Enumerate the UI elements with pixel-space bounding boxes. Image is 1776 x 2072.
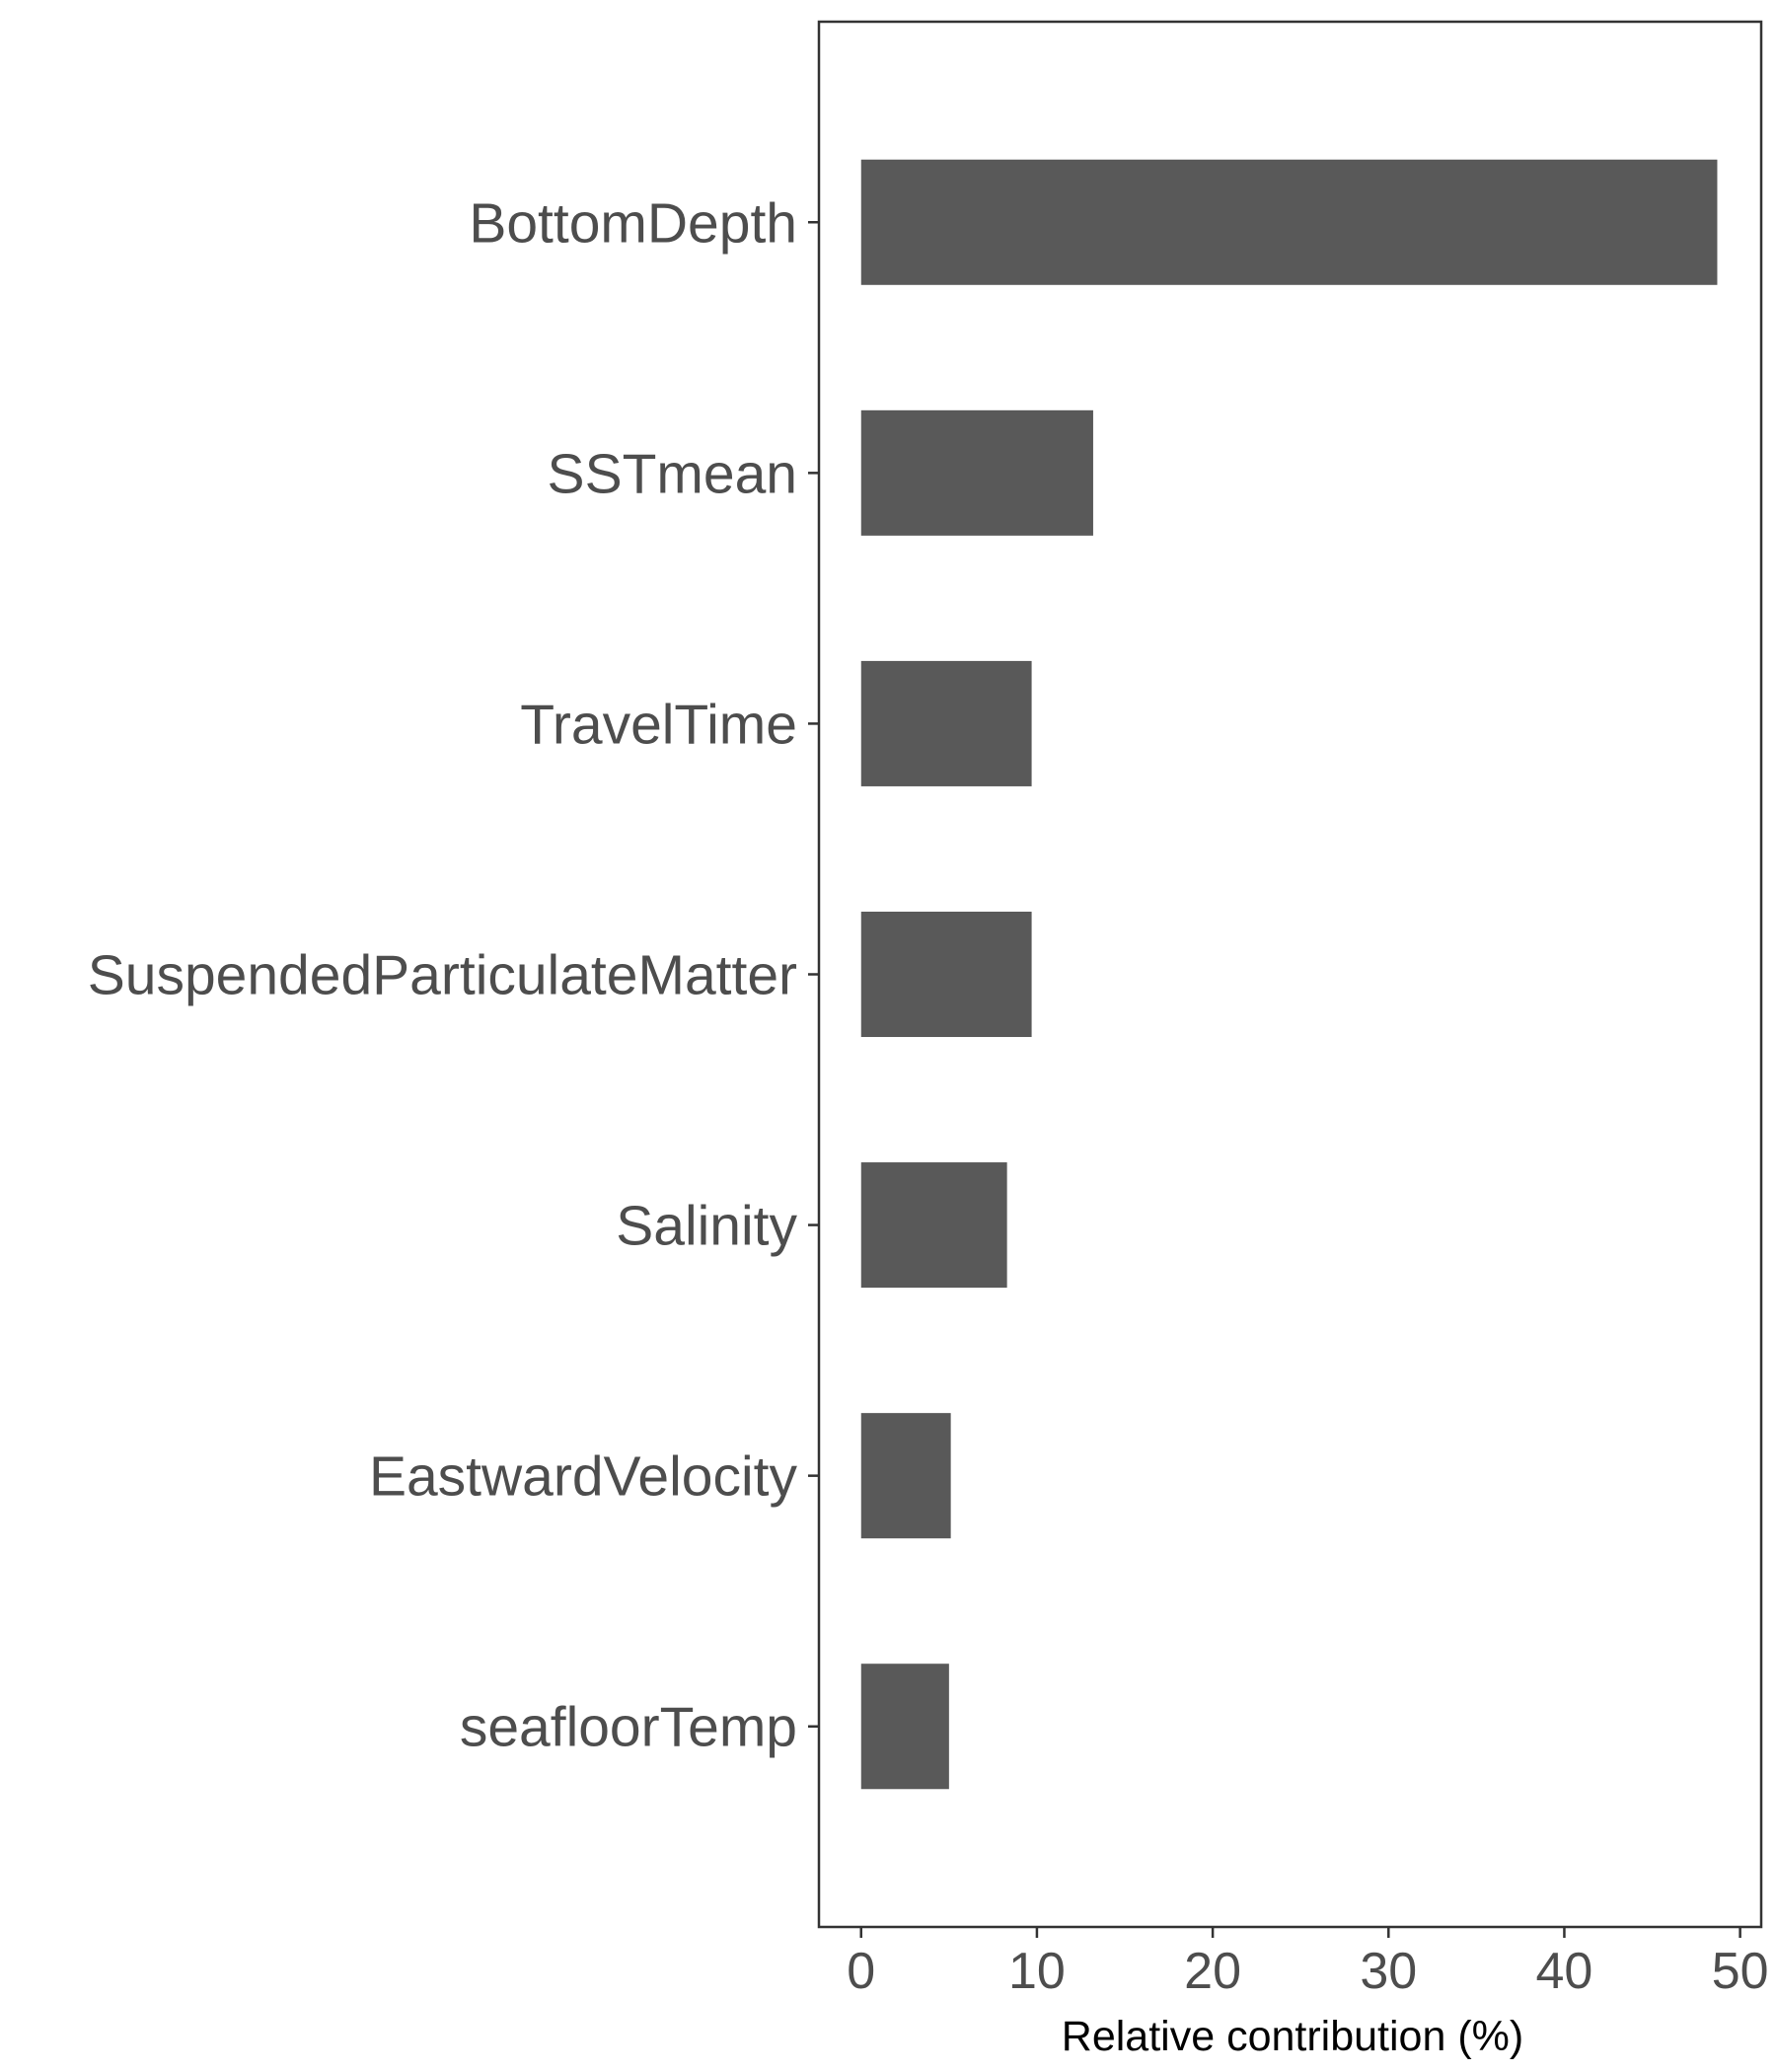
x-axis: 0 10 20 30 40 50: [847, 1927, 1769, 2000]
y-tick-label-traveltime: TravelTime: [520, 693, 797, 756]
bar-sstmean: [860, 409, 1093, 536]
x-tick-label-30: 30: [1360, 1943, 1417, 2000]
x-tick-label-20: 20: [1184, 1943, 1241, 2000]
x-tick-label-0: 0: [847, 1943, 875, 2000]
y-axis: BottomDepth SSTmean TravelTime SuspendedPar…: [88, 191, 819, 1759]
bar-salinity: [860, 1162, 1007, 1289]
y-tick-label-suspendedparticulatematter: SuspendedParticulateMatter: [88, 944, 797, 1007]
y-tick-label-eastwardvelocity: EastwardVelocity: [369, 1445, 798, 1509]
x-axis-title: Relative contribution (%): [1062, 2013, 1523, 2060]
y-tick-label-salinity: Salinity: [616, 1195, 797, 1258]
bar-bottomdepth: [860, 159, 1718, 285]
y-tick-label-bottomdepth: BottomDepth: [469, 191, 797, 255]
x-tick-label-50: 50: [1712, 1943, 1769, 2000]
x-tick-label-10: 10: [1008, 1943, 1066, 2000]
bar-traveltime: [860, 660, 1032, 786]
bar-suspendedparticulatematter: [860, 911, 1032, 1038]
y-tick-label-seafloortemp: seafloorTemp: [460, 1696, 797, 1759]
bar-seafloortemp: [860, 1664, 949, 1790]
bar-eastwardvelocity: [860, 1413, 951, 1539]
x-tick-label-40: 40: [1536, 1943, 1593, 2000]
y-tick-label-sstmean: SSTmean: [548, 442, 797, 505]
bars: [860, 159, 1718, 1790]
